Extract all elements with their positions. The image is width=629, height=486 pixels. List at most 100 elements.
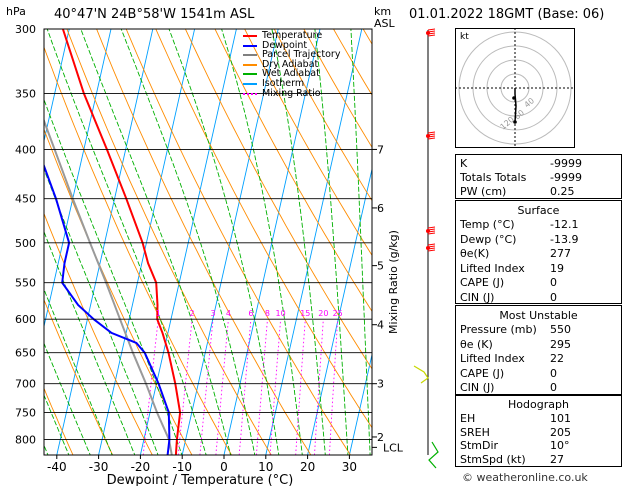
row-value: 0	[550, 290, 557, 304]
dry-adiabat-line	[184, 29, 372, 370]
wind-barb-dot	[426, 134, 430, 138]
table-row: Temp (°C) -12.1	[460, 218, 617, 231]
row-value: 22	[550, 352, 564, 365]
row-value: 101	[550, 412, 571, 425]
wind-barb-yellow	[413, 365, 429, 384]
mixing-ratio-line	[238, 319, 252, 455]
hodograph-point	[513, 120, 517, 124]
wet-adiabat-line	[44, 342, 91, 455]
row-label: Dewp (°C)	[460, 232, 517, 246]
pressure-tick-label: 450	[15, 193, 36, 206]
wet-adiabat-line	[46, 29, 207, 455]
mixing-ratio-label: 1	[156, 309, 161, 318]
dry-adiabat-line	[66, 29, 272, 455]
legend-item: Temperature	[243, 31, 371, 41]
row-value: 550	[550, 323, 571, 336]
wind-barb-tick	[427, 249, 436, 252]
hodograph-trace	[514, 88, 517, 123]
wet-adiabat-line	[44, 168, 159, 455]
table-row: StmDir 10°	[460, 439, 617, 452]
temperature-tick-label: 30	[342, 460, 357, 474]
row-value: 19	[550, 261, 564, 275]
wet-adiabat-line	[221, 29, 303, 455]
table-row: Pressure (mb) 550	[460, 323, 617, 336]
wind-barb-green	[428, 441, 439, 469]
row-label: CAPE (J)	[460, 366, 505, 380]
hodograph-unit-label: kt	[460, 32, 469, 42]
row-value: 0.25	[550, 185, 575, 198]
row-value: 0	[550, 276, 557, 289]
legend-swatch	[243, 73, 257, 76]
wet-adiabat-line	[314, 29, 349, 455]
wet-adiabat-line	[168, 29, 280, 455]
legend-swatch	[243, 44, 257, 47]
mixing-ratio-label: 8	[265, 309, 270, 318]
surface-panel: Surface Temp (°C) -12.1 Dewp (°C) -13.9 θe(K…	[455, 200, 622, 304]
temperature-tick-label: 20	[300, 460, 315, 474]
most-unstable-title: Most Unstable	[499, 309, 578, 322]
table-row: PW (cm) 0.25	[460, 185, 617, 198]
wind-barb-dot	[426, 229, 430, 233]
legend-item: Parcel Trajectory	[243, 50, 371, 60]
hodograph-panel: Hodograph EH 101 SREH 205 StmDir 10° StmSpd (k…	[455, 395, 622, 467]
mixing-ratio-label: 3	[210, 309, 215, 318]
km-tick-label: 2	[377, 431, 384, 444]
table-row: Totals Totals -9999	[460, 171, 617, 184]
dry-adiabat-line	[214, 29, 372, 313]
lcl-label: LCL	[383, 441, 404, 454]
wind-barb-tick	[427, 131, 436, 134]
surface-title: Surface	[517, 204, 560, 217]
wind-barb-tick	[427, 28, 436, 31]
wind-barb-tick	[427, 232, 436, 235]
wet-adiabat-line	[120, 29, 256, 455]
table-row: θe(K) 277	[460, 247, 617, 260]
wet-adiabat-line	[271, 29, 326, 455]
hodograph-title: Hodograph	[508, 398, 569, 411]
row-label: SREH	[460, 425, 490, 439]
legend-item: Dry Adiabat	[243, 59, 371, 70]
row-value: -9999	[550, 171, 582, 184]
wet-adiabat-line	[44, 98, 183, 455]
mixing-ratio-label: 6	[248, 309, 253, 318]
temperature-line	[61, 29, 182, 455]
copyright-label: © weatheronline.co.uk	[462, 471, 588, 484]
mixing-ratio-label: 25	[333, 309, 343, 318]
legend-item: Dewpoint	[243, 40, 371, 51]
row-label: Temp (°C)	[460, 218, 515, 231]
pressure-tick-label: 650	[15, 347, 36, 360]
pressure-tick-label: 500	[15, 237, 36, 250]
row-value: 295	[550, 337, 571, 351]
pressure-tick-label: 600	[15, 313, 36, 326]
legend-swatch	[243, 83, 257, 85]
pressure-tick-label: 300	[15, 23, 36, 36]
row-label: StmDir	[460, 439, 499, 452]
row-label: Totals Totals	[460, 171, 527, 184]
row-label: K	[460, 157, 468, 170]
dry-adiabat-line	[244, 29, 372, 257]
km-unit-label: km	[374, 5, 392, 18]
table-row: Dewp (°C) -13.9	[460, 233, 617, 246]
legend-item: Wet Adiabat	[243, 69, 371, 79]
row-label: PW (cm)	[460, 185, 507, 198]
legend-item: Isotherm	[243, 79, 371, 89]
temperature-tick-label: -40	[47, 460, 67, 474]
row-value: -9999	[550, 157, 582, 170]
wet-adiabat-line	[44, 393, 70, 455]
mixing-ratio-axis-label: Mixing Ratio (g/kg)	[387, 230, 400, 334]
dry-adiabat-line	[44, 387, 74, 455]
row-value: -12.1	[550, 218, 579, 231]
indices-panel: K -9999 Totals Totals -9999 PW (cm) 0.25	[455, 154, 622, 199]
mixing-ratio-line	[295, 319, 306, 455]
most-unstable-panel: Most Unstable Pressure (mb) 550 θe (K) 295 L…	[455, 305, 622, 395]
km-tick-label: 6	[377, 202, 384, 215]
mixing-ratio-label: 2	[190, 309, 195, 318]
legend-item: Mixing Ratio	[243, 88, 371, 99]
km-tick-label: 4	[377, 319, 384, 332]
pressure-tick-label: 350	[15, 88, 36, 101]
wind-barb-tick	[427, 226, 436, 229]
table-row: Lifted Index 22	[460, 352, 617, 365]
mixing-ratio-label: 20	[318, 309, 328, 318]
wet-adiabat-line	[44, 288, 113, 455]
